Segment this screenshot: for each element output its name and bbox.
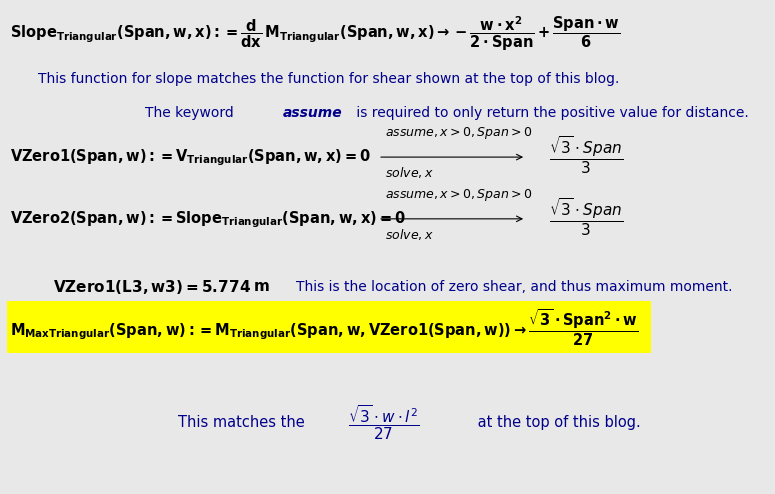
Text: $\mathbf{VZero1(L3,w3)=5.774}$: $\mathbf{VZero1(L3,w3)=5.774}$ [53,278,251,295]
Text: This matches the: This matches the [177,415,305,430]
Text: $\mathbf{VZero2(Span,w):=Slope_{Triangular}(Span,w,x)=0}$: $\mathbf{VZero2(Span,w):=Slope_{Triangul… [10,209,405,230]
Text: $\mathit{\mathbf{m}}$: $\mathit{\mathbf{m}}$ [253,279,270,294]
Text: $solve,x$: $solve,x$ [384,227,433,242]
Text: This is the location of zero shear, and thus maximum moment.: This is the location of zero shear, and … [296,280,732,293]
Text: $\dfrac{\sqrt{3}\cdot Span}{3}$: $\dfrac{\sqrt{3}\cdot Span}{3}$ [549,135,623,176]
FancyBboxPatch shape [6,301,651,353]
Text: This function for slope matches the function for shear shown at the top of this : This function for slope matches the func… [38,72,619,85]
Text: $\mathbf{Slope_{Triangular}}$$\mathbf{(Span,w,x):=\dfrac{d}{dx}\,M_{Triangular}(: $\mathbf{Slope_{Triangular}}$$\mathbf{(S… [10,15,620,53]
Text: is required to only return the positive value for distance.: is required to only return the positive … [352,106,749,120]
Text: $assume,x>0,Span>0$: $assume,x>0,Span>0$ [384,125,532,141]
Text: assume: assume [283,106,343,120]
Text: The keyword: The keyword [145,106,238,120]
Text: $\dfrac{\sqrt{3}\cdot Span}{3}$: $\dfrac{\sqrt{3}\cdot Span}{3}$ [549,197,623,238]
Text: $\mathbf{VZero1(Span,w):=V_{Triangular}(Span,w,x)=0}$: $\mathbf{VZero1(Span,w):=V_{Triangular}(… [10,148,370,168]
Text: $assume,x>0,Span>0$: $assume,x>0,Span>0$ [384,187,532,203]
Text: $\mathbf{M_{MaxTriangular}(Span,w):=M_{Triangular}(Span,w,VZero1(Span,w))\righta: $\mathbf{M_{MaxTriangular}(Span,w):=M_{T… [10,307,638,348]
Text: $solve,x$: $solve,x$ [384,165,433,180]
Text: $\dfrac{\sqrt{3}\cdot w\cdot l^{2}}{27}$: $\dfrac{\sqrt{3}\cdot w\cdot l^{2}}{27}$ [349,403,420,442]
Text: at the top of this blog.: at the top of this blog. [474,415,641,430]
